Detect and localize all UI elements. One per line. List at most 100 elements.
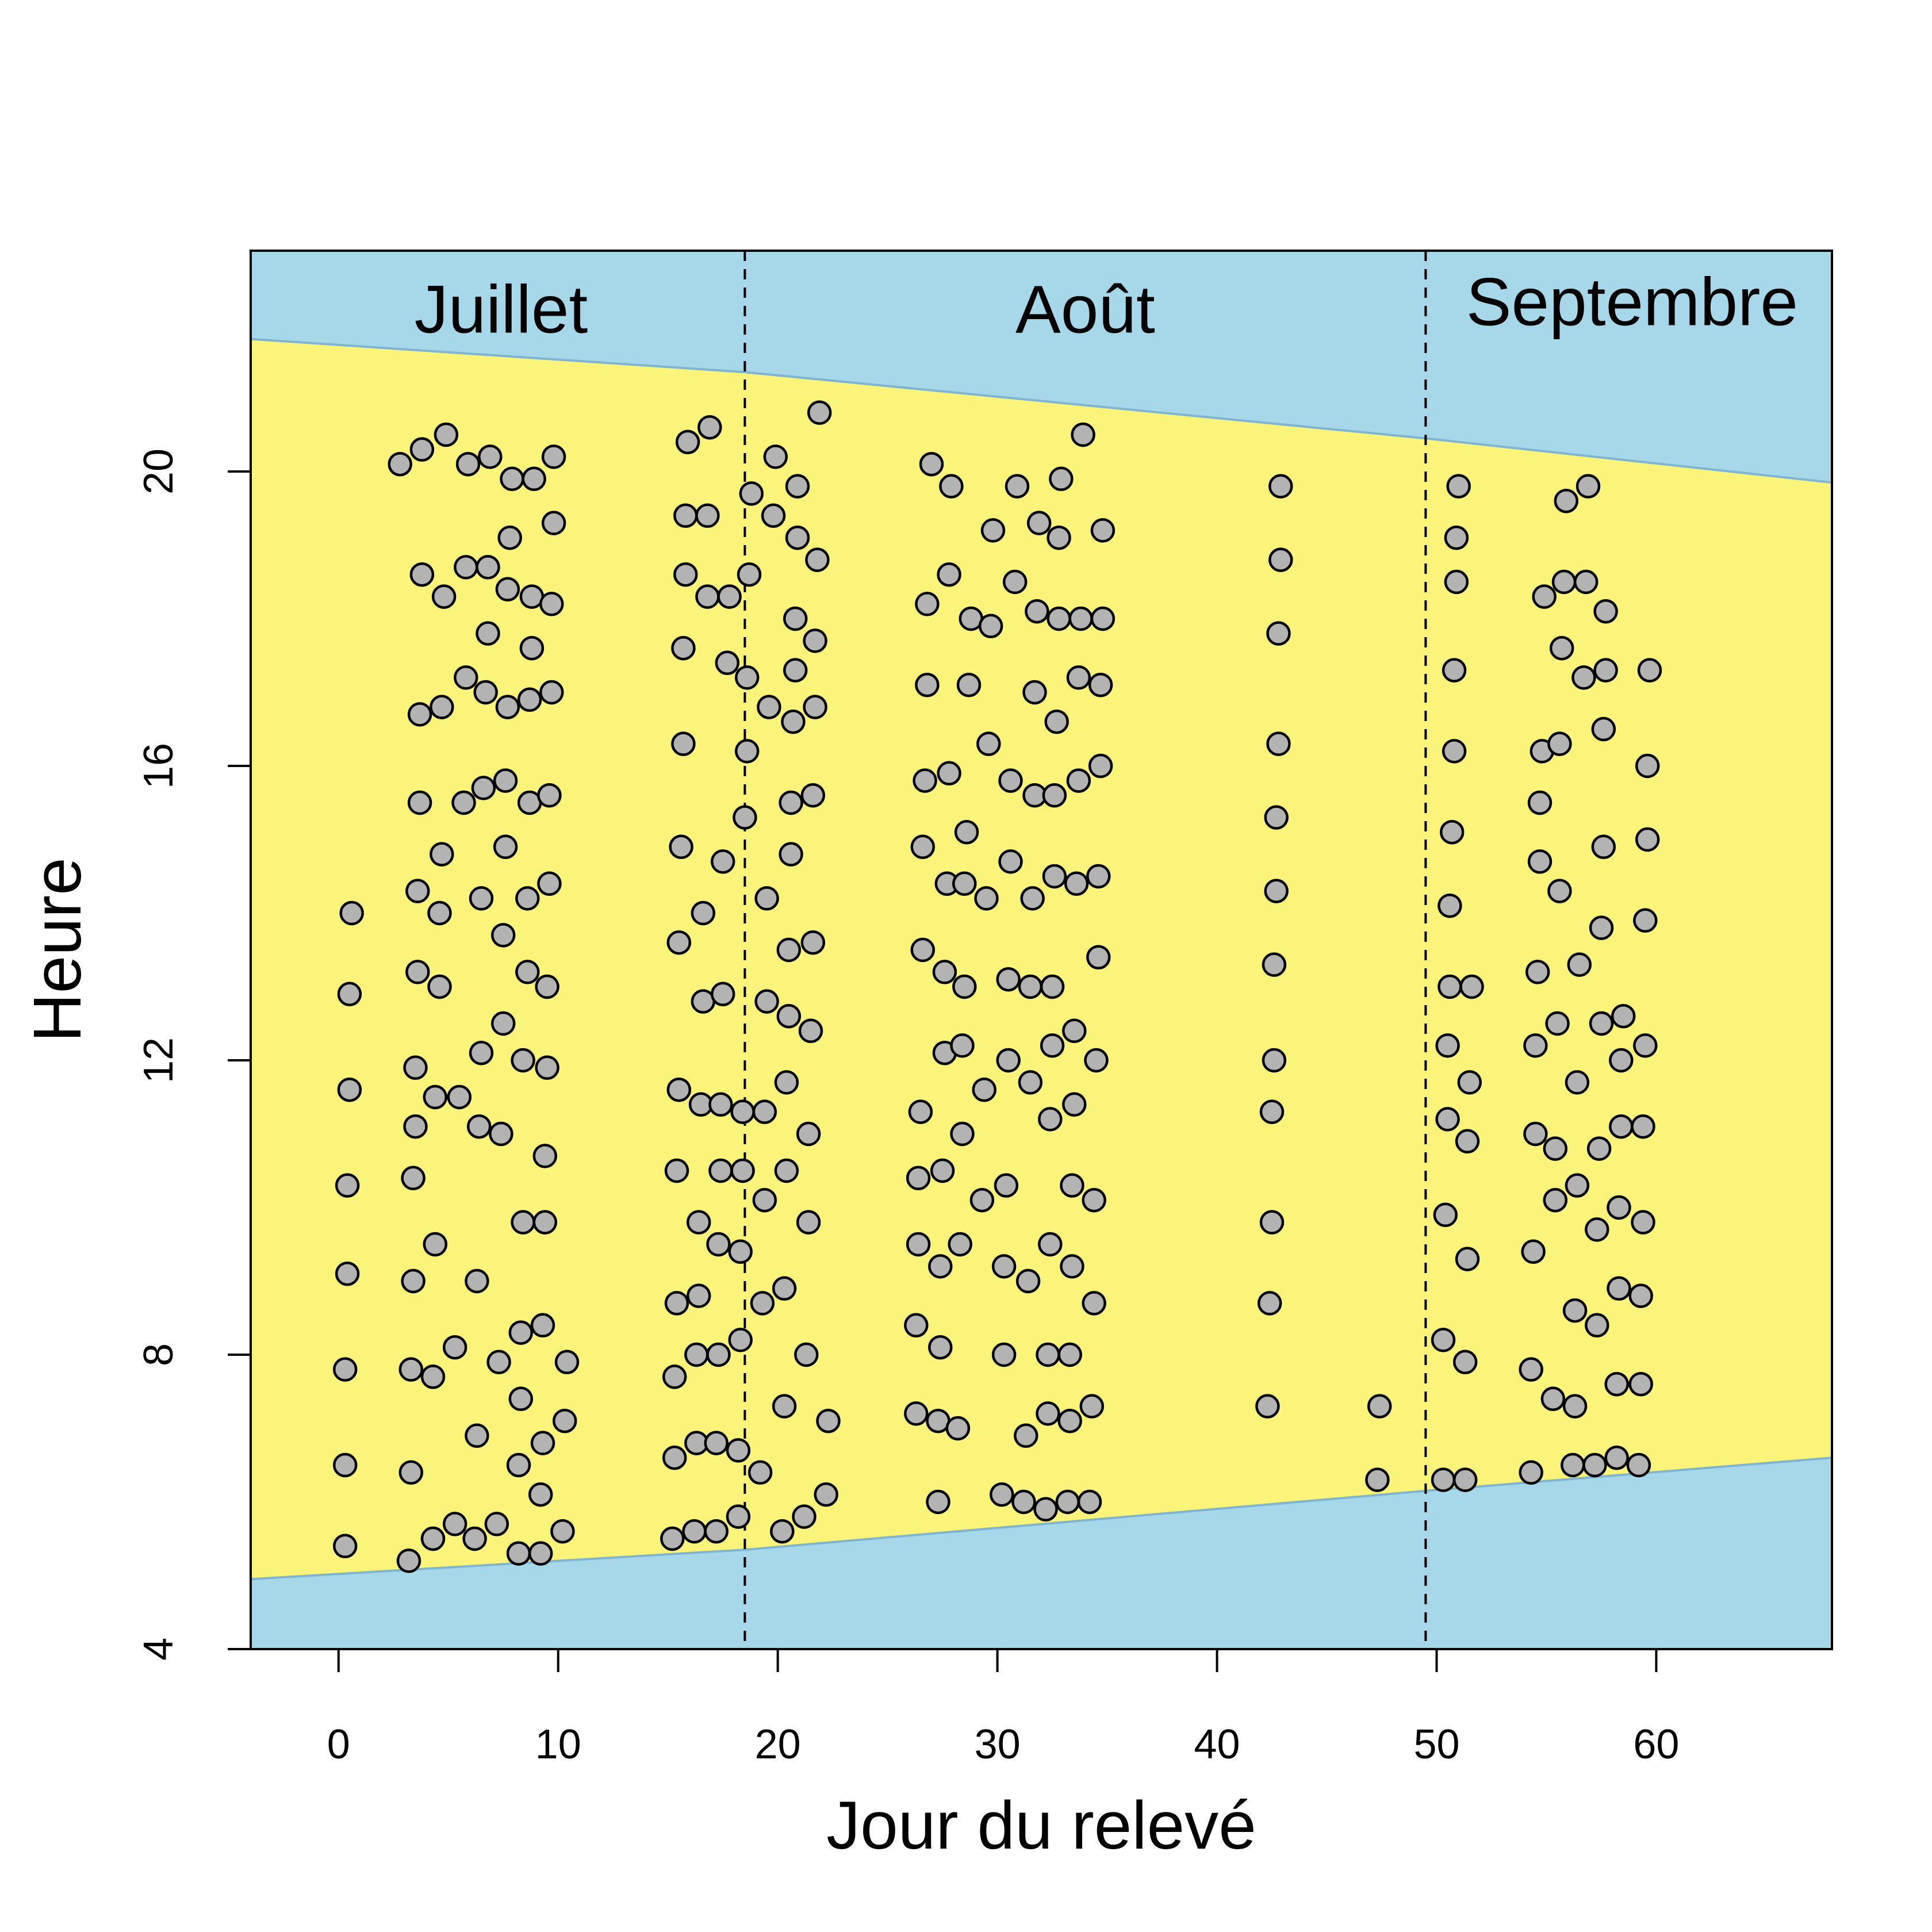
data-point: [1025, 599, 1049, 624]
x-tick-label: 60: [1633, 1722, 1679, 1768]
data-point: [407, 790, 432, 815]
data-point: [1607, 1276, 1631, 1301]
data-point: [1060, 1173, 1084, 1198]
data-point: [476, 555, 500, 580]
data-point: [770, 1519, 795, 1544]
data-point: [497, 525, 522, 550]
data-point: [684, 1342, 709, 1367]
data-point: [535, 974, 559, 999]
data-point: [980, 518, 1006, 543]
data-point: [423, 1232, 448, 1257]
data-point: [728, 1239, 753, 1264]
x-tick-label: 0: [327, 1722, 350, 1768]
data-point: [1562, 1394, 1588, 1419]
data-point: [1551, 569, 1577, 595]
x-tick-label: 40: [1194, 1722, 1240, 1768]
data-point: [1026, 511, 1052, 535]
data-point: [454, 555, 478, 580]
data-point: [956, 672, 982, 697]
data-point: [666, 1077, 692, 1102]
data-point: [537, 783, 562, 808]
data-point: [1268, 547, 1293, 572]
data-point: [552, 1408, 577, 1433]
data-point: [1628, 1283, 1653, 1308]
data-point: [1523, 1121, 1548, 1147]
data-point: [405, 960, 430, 984]
data-point: [1066, 768, 1091, 793]
data-point: [730, 1158, 755, 1183]
data-point: [800, 930, 826, 955]
data-point: [478, 444, 503, 469]
data-point: [776, 1003, 802, 1029]
data-point: [465, 1268, 489, 1294]
data-point: [1046, 525, 1071, 550]
data-point: [1435, 1107, 1460, 1132]
data-point: [776, 937, 802, 963]
data-point: [423, 1084, 448, 1110]
x-tick-label: 10: [535, 1722, 581, 1768]
data-point: [803, 628, 827, 653]
data-point: [913, 768, 937, 793]
data-point: [332, 1534, 358, 1559]
data-point: [396, 1548, 421, 1573]
data-point: [904, 1401, 929, 1426]
data-point: [1057, 1342, 1082, 1367]
data-point: [906, 1232, 931, 1257]
data-point: [1090, 606, 1116, 631]
data-point: [1459, 974, 1484, 999]
data-point: [754, 989, 779, 1014]
data-point: [473, 680, 498, 705]
data-point: [398, 1357, 424, 1382]
data-point: [697, 415, 722, 440]
data-point: [772, 1394, 797, 1419]
data-point: [930, 1158, 955, 1183]
data-point: [1038, 1107, 1063, 1132]
data-point: [1591, 716, 1616, 742]
data-point: [726, 1438, 751, 1463]
data-point: [506, 1541, 531, 1566]
data-point: [704, 1431, 729, 1455]
data-point: [409, 437, 435, 462]
data-point: [1607, 1195, 1631, 1220]
data-point: [1433, 1202, 1458, 1228]
data-point: [948, 1232, 972, 1257]
data-point: [1611, 1003, 1636, 1029]
data-point: [1523, 1033, 1548, 1058]
data-point: [675, 430, 700, 455]
data-point: [1060, 1254, 1084, 1279]
data-point: [1455, 1247, 1480, 1271]
data-point: [717, 584, 742, 609]
data-point: [430, 695, 454, 719]
data-point: [1435, 1033, 1460, 1058]
data-point: [1268, 474, 1293, 499]
data-point: [1543, 1187, 1568, 1213]
data-point: [401, 1166, 425, 1191]
data-point: [532, 1210, 558, 1235]
data-point: [1585, 1313, 1609, 1338]
month-boundary-lines: [743, 251, 1427, 1649]
data-point: [1593, 599, 1618, 624]
y-tick-label: 16: [136, 743, 182, 789]
data-point: [662, 1364, 687, 1389]
data-point: [1446, 474, 1471, 499]
data-point: [785, 474, 810, 499]
data-point: [734, 739, 760, 764]
data-point: [752, 1099, 777, 1124]
y-tick-label: 12: [136, 1037, 182, 1083]
data-point: [730, 1099, 755, 1124]
data-point: [1565, 1070, 1590, 1095]
data-point: [715, 650, 740, 676]
x-tick-label: 50: [1413, 1722, 1459, 1768]
data-point: [1040, 1033, 1065, 1058]
data-point: [1438, 974, 1462, 999]
data-point: [796, 1210, 821, 1235]
data-point: [952, 871, 977, 896]
data-point: [728, 1328, 753, 1352]
data-point: [1011, 1489, 1036, 1515]
data-point: [1455, 1129, 1480, 1154]
data-point: [1439, 819, 1465, 845]
data-point: [908, 1099, 933, 1124]
data-point: [803, 695, 827, 719]
data-point: [1527, 790, 1552, 815]
